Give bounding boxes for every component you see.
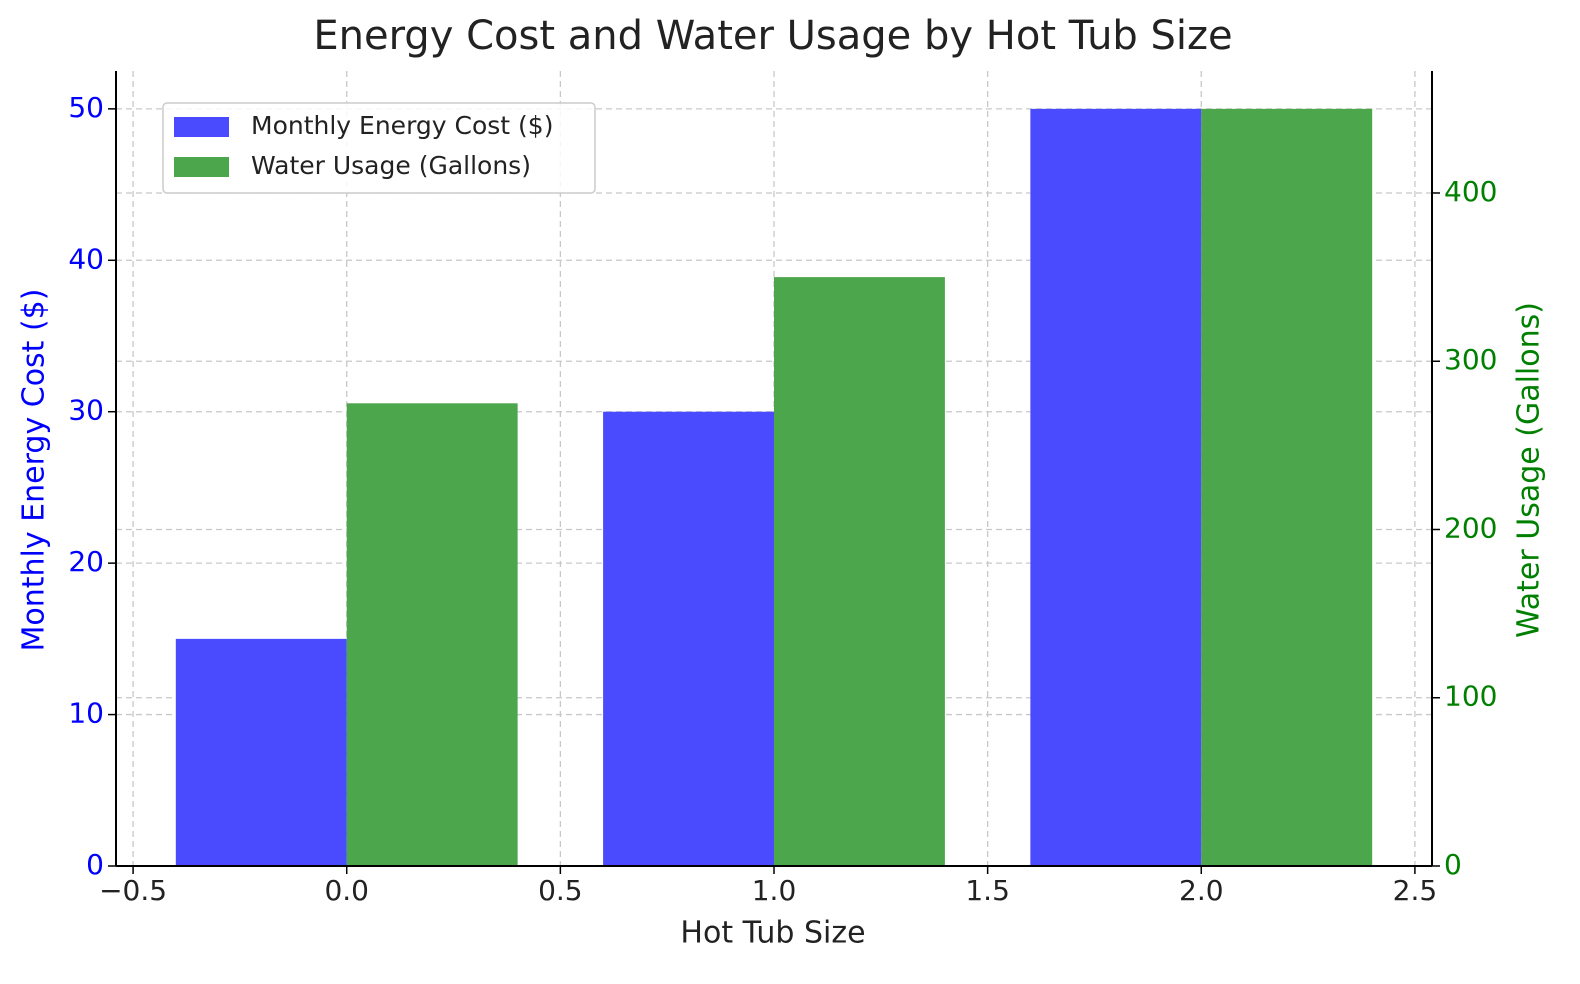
chart-title: Energy Cost and Water Usage by Hot Tub S… — [313, 13, 1232, 59]
legend-box — [162, 102, 596, 194]
legend-swatch — [174, 157, 229, 177]
legend-swatch — [174, 117, 229, 137]
x-tick-label: 1.5 — [965, 874, 1010, 907]
y2-tick-label: 300 — [1444, 343, 1497, 376]
legend-label: Water Usage (Gallons) — [251, 151, 531, 180]
y-tick-label: 0 — [86, 848, 104, 881]
x-axis-label: Hot Tub Size — [680, 916, 865, 951]
legend-label: Monthly Energy Cost ($) — [251, 111, 553, 140]
y-tick-label: 20 — [68, 545, 104, 578]
x-tick-label: 2.5 — [1393, 874, 1438, 907]
x-tick-label: 0.0 — [324, 874, 369, 907]
y2-tick-label: 100 — [1444, 680, 1497, 713]
bar — [346, 403, 518, 866]
bar — [1030, 108, 1202, 867]
x-tick-label: 2.0 — [1179, 874, 1224, 907]
bar — [175, 638, 347, 866]
y2-tick-label: 400 — [1444, 175, 1497, 208]
y-tick-label: 50 — [68, 91, 104, 124]
y-tick-label: 10 — [68, 697, 104, 730]
y2-axis-label: Water Usage (Gallons) — [1512, 302, 1547, 638]
x-tick-label: 0.5 — [538, 874, 583, 907]
x-tick-label: 1.0 — [752, 874, 797, 907]
y-tick-label: 30 — [68, 394, 104, 427]
bar — [603, 411, 774, 866]
bar — [1201, 108, 1373, 867]
bars — [175, 108, 1373, 867]
legend: Monthly Energy Cost ($) Water Usage (Gall… — [162, 102, 596, 194]
y2-tick-label: 0 — [1444, 848, 1462, 881]
y-axis-label: Monthly Energy Cost ($) — [17, 289, 52, 652]
bar — [774, 277, 945, 867]
x-tick-label: −0.5 — [99, 874, 167, 907]
y2-tick-label: 200 — [1444, 511, 1497, 544]
y-tick-label: 40 — [68, 242, 104, 275]
